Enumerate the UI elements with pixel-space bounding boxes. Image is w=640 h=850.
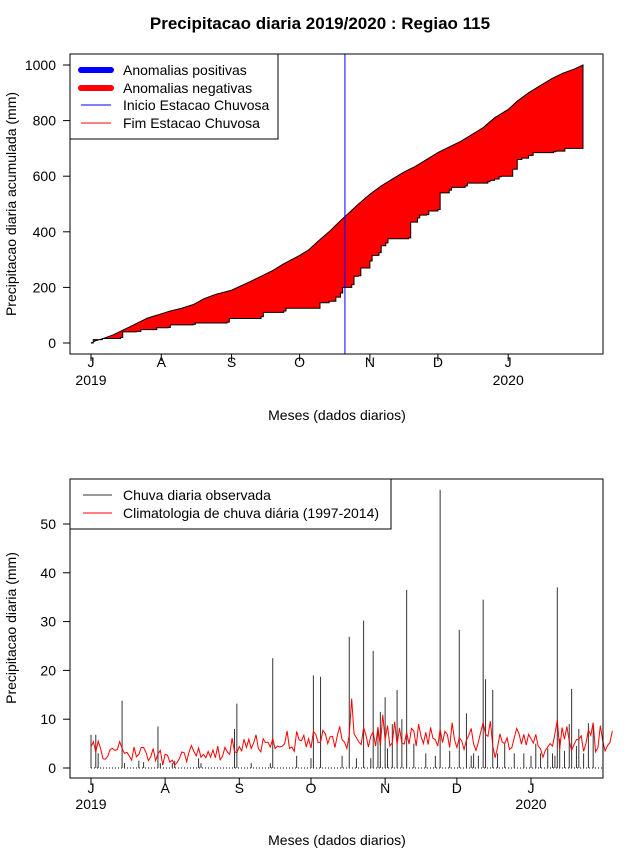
bottom-x-tick-label: O: [306, 780, 317, 796]
negative-anomaly-band: [90, 64, 584, 344]
top-y-tick-label: 0: [48, 335, 56, 351]
top-x-tick-label: D: [433, 354, 443, 370]
top-y-axis-label: Precipitacao diaria acumulada (mm): [3, 92, 19, 316]
top-y-axis: 0 200 400 600 800 1000: [25, 57, 71, 351]
bottom-y-axis: 0 10 20 30 40 50: [40, 516, 71, 776]
top-legend: Anomalias positivas Anomalias negativas …: [69, 53, 279, 140]
bottom-year-label: 2020: [515, 796, 546, 812]
bottom-y-tick-label: 50: [40, 516, 56, 532]
top-y-tick-label: 400: [33, 224, 57, 240]
bottom-year-label: 2019: [75, 796, 106, 812]
climatology-line: [90, 698, 613, 766]
bottom-x-tick-label: S: [235, 780, 244, 796]
top-y-tick-label: 200: [33, 279, 57, 295]
top-x-tick-label: A: [157, 354, 167, 370]
observed-rain-bars: [90, 489, 594, 768]
bottom-x-tick-label: J: [88, 780, 95, 796]
bottom-x-tick-label: J: [528, 780, 535, 796]
top-x-tick-label: J: [88, 354, 95, 370]
bottom-x-tick-label: A: [160, 780, 170, 796]
bottom-x-tick-label: N: [380, 780, 390, 796]
legend-label-season-start: Inicio Estacao Chuvosa: [123, 97, 270, 113]
top-x-axis-label: Meses (dados diarios): [268, 407, 406, 423]
legend-label-observed: Chuva diaria observada: [123, 487, 271, 503]
bottom-y-tick-label: 30: [40, 614, 56, 630]
bottom-x-axis-label: Meses (dados diarios): [268, 832, 406, 848]
legend-label-positive: Anomalias positivas: [123, 62, 247, 78]
top-y-tick-label: 600: [33, 168, 57, 184]
bottom-x-tick-label: D: [452, 780, 462, 796]
top-x-tick-label: J: [505, 354, 512, 370]
top-y-tick-label: 800: [33, 113, 57, 129]
legend-label-season-end: Fim Estacao Chuvosa: [123, 115, 260, 131]
legend-label-climatology: Climatologia de chuva diária (1997-2014): [123, 505, 379, 521]
cumulative-precipitation-chart: 0 200 400 600 800 1000 J A S O N D J 2019 2020 Meses …: [3, 53, 604, 423]
bottom-legend-box: [69, 478, 392, 530]
top-x-tick-label: N: [365, 354, 375, 370]
top-x-tick-label: S: [227, 354, 236, 370]
top-year-label: 2020: [493, 372, 524, 388]
bottom-y-tick-label: 40: [40, 565, 56, 581]
legend-label-negative: Anomalias negativas: [123, 80, 252, 96]
top-year-label: 2019: [75, 372, 106, 388]
bottom-legend: Chuva diaria observada Climatologia de c…: [69, 478, 392, 530]
bottom-y-axis-label: Precipitacao diaria (mm): [3, 552, 19, 704]
bottom-y-tick-label: 0: [48, 760, 56, 776]
chart-title: Precipitacao diaria 2019/2020 : Regiao 1…: [149, 14, 491, 33]
bottom-y-tick-label: 20: [40, 662, 56, 678]
top-x-axis: J A S O N D J 2019 2020: [75, 353, 524, 388]
top-y-tick-label: 1000: [25, 57, 56, 73]
top-x-tick-label: O: [294, 354, 305, 370]
bottom-y-tick-label: 10: [40, 711, 56, 727]
